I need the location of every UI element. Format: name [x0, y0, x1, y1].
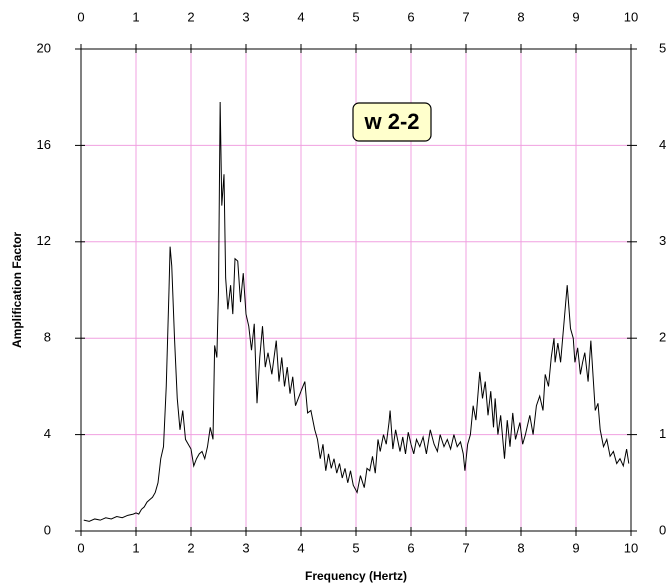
top-tick-label: 5 [352, 9, 359, 24]
y-tick-label: 0 [44, 522, 51, 537]
y-tick-label: 20 [37, 40, 51, 55]
y2-tick-label: 5 [659, 40, 666, 55]
annotation: w 2-2 [352, 102, 432, 142]
x-tick-label: 9 [572, 540, 579, 555]
top-tick-label: 3 [242, 9, 249, 24]
top-tick-label: 2 [187, 9, 194, 24]
y-tick-label: 16 [37, 137, 51, 152]
y-axis-title: Amplification Factor [10, 232, 24, 348]
top-tick-label: 8 [517, 9, 524, 24]
y2-tick-label: 1 [659, 426, 666, 441]
data-line [83, 102, 630, 522]
x-tick-label: 7 [462, 540, 469, 555]
y2-tick-label: 3 [659, 233, 666, 248]
top-tick-label: 7 [462, 9, 469, 24]
y-tick-label: 4 [44, 426, 51, 441]
x-tick-label: 1 [132, 540, 139, 555]
top-tick-label: 6 [407, 9, 414, 24]
x-tick-label: 3 [242, 540, 249, 555]
x-tick-label: 0 [77, 540, 84, 555]
plot-frame [80, 48, 632, 532]
y-tick-label: 8 [44, 330, 51, 345]
top-tick-label: 9 [572, 9, 579, 24]
top-tick-label: 10 [624, 9, 638, 24]
x-tick-label: 10 [624, 540, 638, 555]
x-tick-label: 8 [517, 540, 524, 555]
x-axis-title: Frequency (Hertz) [305, 569, 407, 583]
x-tick-label: 2 [187, 540, 194, 555]
x-tick-label: 4 [297, 540, 304, 555]
top-tick-label: 1 [132, 9, 139, 24]
y2-tick-label: 0 [659, 522, 666, 537]
annotation-text: w 2-2 [363, 109, 419, 134]
y2-tick-label: 4 [659, 137, 666, 152]
top-tick-label: 4 [297, 9, 304, 24]
y2-tick-label: 2 [659, 330, 666, 345]
y-tick-label: 12 [37, 233, 51, 248]
x-tick-label: 5 [352, 540, 359, 555]
annotation-box [352, 102, 432, 142]
x-tick-label: 6 [407, 540, 414, 555]
top-tick-label: 0 [77, 9, 84, 24]
